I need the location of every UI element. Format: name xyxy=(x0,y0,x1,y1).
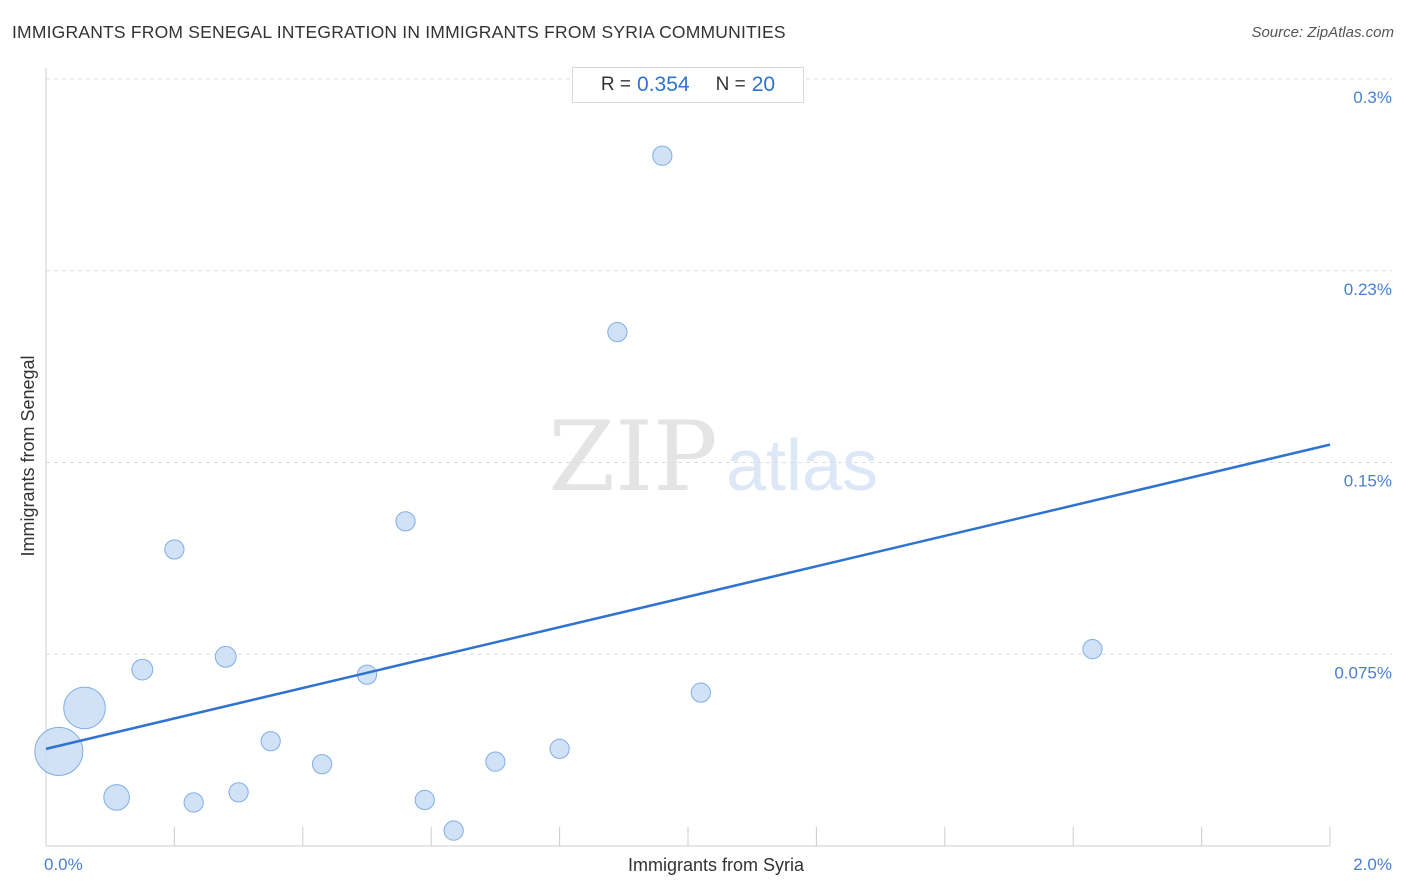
data-point-0 xyxy=(34,726,84,776)
data-point-8 xyxy=(260,731,281,752)
data-point-11 xyxy=(395,511,416,532)
data-point-12 xyxy=(414,789,435,811)
y-tick-label-3: 0.075% xyxy=(1334,663,1392,682)
axes xyxy=(45,68,1331,847)
n-label: N = xyxy=(715,74,746,95)
data-point-6 xyxy=(214,645,237,668)
data-point-18 xyxy=(690,682,711,703)
data-point-2 xyxy=(103,784,130,811)
source-credit: Source: ZipAtlas.com xyxy=(1251,24,1394,41)
y-axis-title: Immigrants from Senegal xyxy=(18,355,38,556)
data-point-17 xyxy=(652,145,673,166)
x-axis-title: Immigrants from Syria xyxy=(628,855,805,875)
data-points xyxy=(34,145,1103,841)
data-point-7 xyxy=(228,782,249,803)
watermark-atlas: atlas xyxy=(726,426,878,506)
gridlines xyxy=(46,78,1392,655)
data-point-3 xyxy=(131,658,154,681)
watermark-zip: ZIP xyxy=(548,401,717,513)
data-point-13 xyxy=(443,820,464,841)
trendline-group xyxy=(45,443,1331,751)
y-tick-label-0: 0.3% xyxy=(1353,88,1392,107)
r-value: 0.354 xyxy=(637,73,690,96)
data-point-5 xyxy=(183,792,204,813)
data-point-19 xyxy=(1082,639,1103,660)
x-tick-label-0: 0.0% xyxy=(44,855,83,874)
data-point-16 xyxy=(607,322,628,343)
data-point-9 xyxy=(311,754,333,775)
y-tick-label-1: 0.23% xyxy=(1344,280,1392,299)
tick-labels: 0.3% 0.23% 0.15% 0.075% 0.0% 2.0% xyxy=(44,88,1392,874)
r-label: R = xyxy=(600,74,632,95)
y-tick-label-2: 0.15% xyxy=(1344,472,1392,491)
x-tick-label-1: 2.0% xyxy=(1353,855,1392,874)
data-point-14 xyxy=(485,751,506,772)
stats-box: R = 0.354 N = 20 xyxy=(572,67,804,103)
chart-title: IMMIGRANTS FROM SENEGAL INTEGRATION IN I… xyxy=(12,22,786,42)
data-point-15 xyxy=(549,738,570,759)
data-point-1 xyxy=(63,686,106,730)
data-point-4 xyxy=(164,539,185,560)
n-value: 20 xyxy=(751,73,776,96)
trendline xyxy=(45,443,1331,751)
